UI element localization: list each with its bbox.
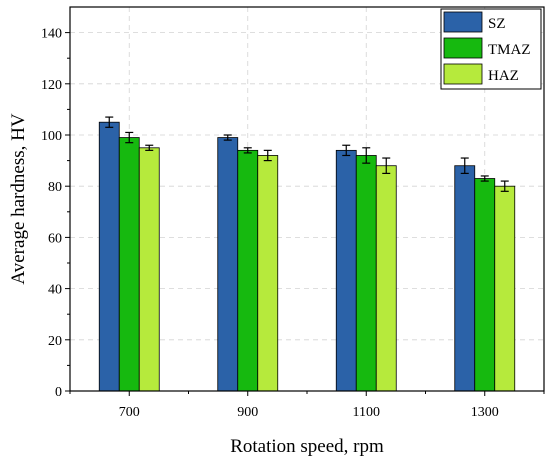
error-bars xyxy=(105,116,509,192)
bar-sz xyxy=(335,149,357,392)
bar-haz xyxy=(375,165,397,392)
y-tick-label: 0 xyxy=(55,385,62,400)
grid-lines xyxy=(70,7,544,391)
y-tick-label: 60 xyxy=(48,231,62,246)
y-axis-title: Average hardness, HV xyxy=(8,113,29,284)
bar-sz xyxy=(454,165,476,392)
y-tick-label: 40 xyxy=(48,283,62,298)
bars xyxy=(98,121,516,392)
bar-tmaz xyxy=(237,149,259,392)
y-tick-label: 140 xyxy=(41,27,62,42)
y-tick-label: 100 xyxy=(41,129,62,144)
legend-label-sz: SZ xyxy=(488,16,506,32)
x-axis-title: Rotation speed, rpm xyxy=(230,436,384,457)
legend-swatch-sz xyxy=(443,11,483,33)
bar-haz xyxy=(494,185,516,392)
legend-swatch-tmaz xyxy=(443,37,483,59)
legend-label-haz: HAZ xyxy=(488,68,519,84)
y-axis-ticks: 0 20 40 60 80 100 120 140 xyxy=(41,27,70,400)
bar-tmaz xyxy=(355,155,377,392)
legend: SZ TMAZ HAZ xyxy=(440,8,542,90)
x-tick-label: 1100 xyxy=(353,405,380,420)
x-tick-label: 1300 xyxy=(471,405,499,420)
x-tick-label: 900 xyxy=(237,405,258,420)
bar-haz xyxy=(138,147,160,392)
y-tick-label: 120 xyxy=(41,78,62,93)
x-axis-ticks: 700 900 1100 1300 xyxy=(69,391,545,420)
bar-sz xyxy=(217,137,239,392)
x-tick-label: 700 xyxy=(119,405,140,420)
y-tick-label: 20 xyxy=(48,334,62,349)
bar-haz xyxy=(257,155,279,392)
legend-label-tmaz: TMAZ xyxy=(488,42,531,58)
bar-tmaz xyxy=(118,137,140,392)
bar-sz xyxy=(98,121,120,392)
y-tick-label: 80 xyxy=(48,180,62,195)
legend-swatch-haz xyxy=(443,63,483,85)
bar-tmaz xyxy=(474,178,496,392)
